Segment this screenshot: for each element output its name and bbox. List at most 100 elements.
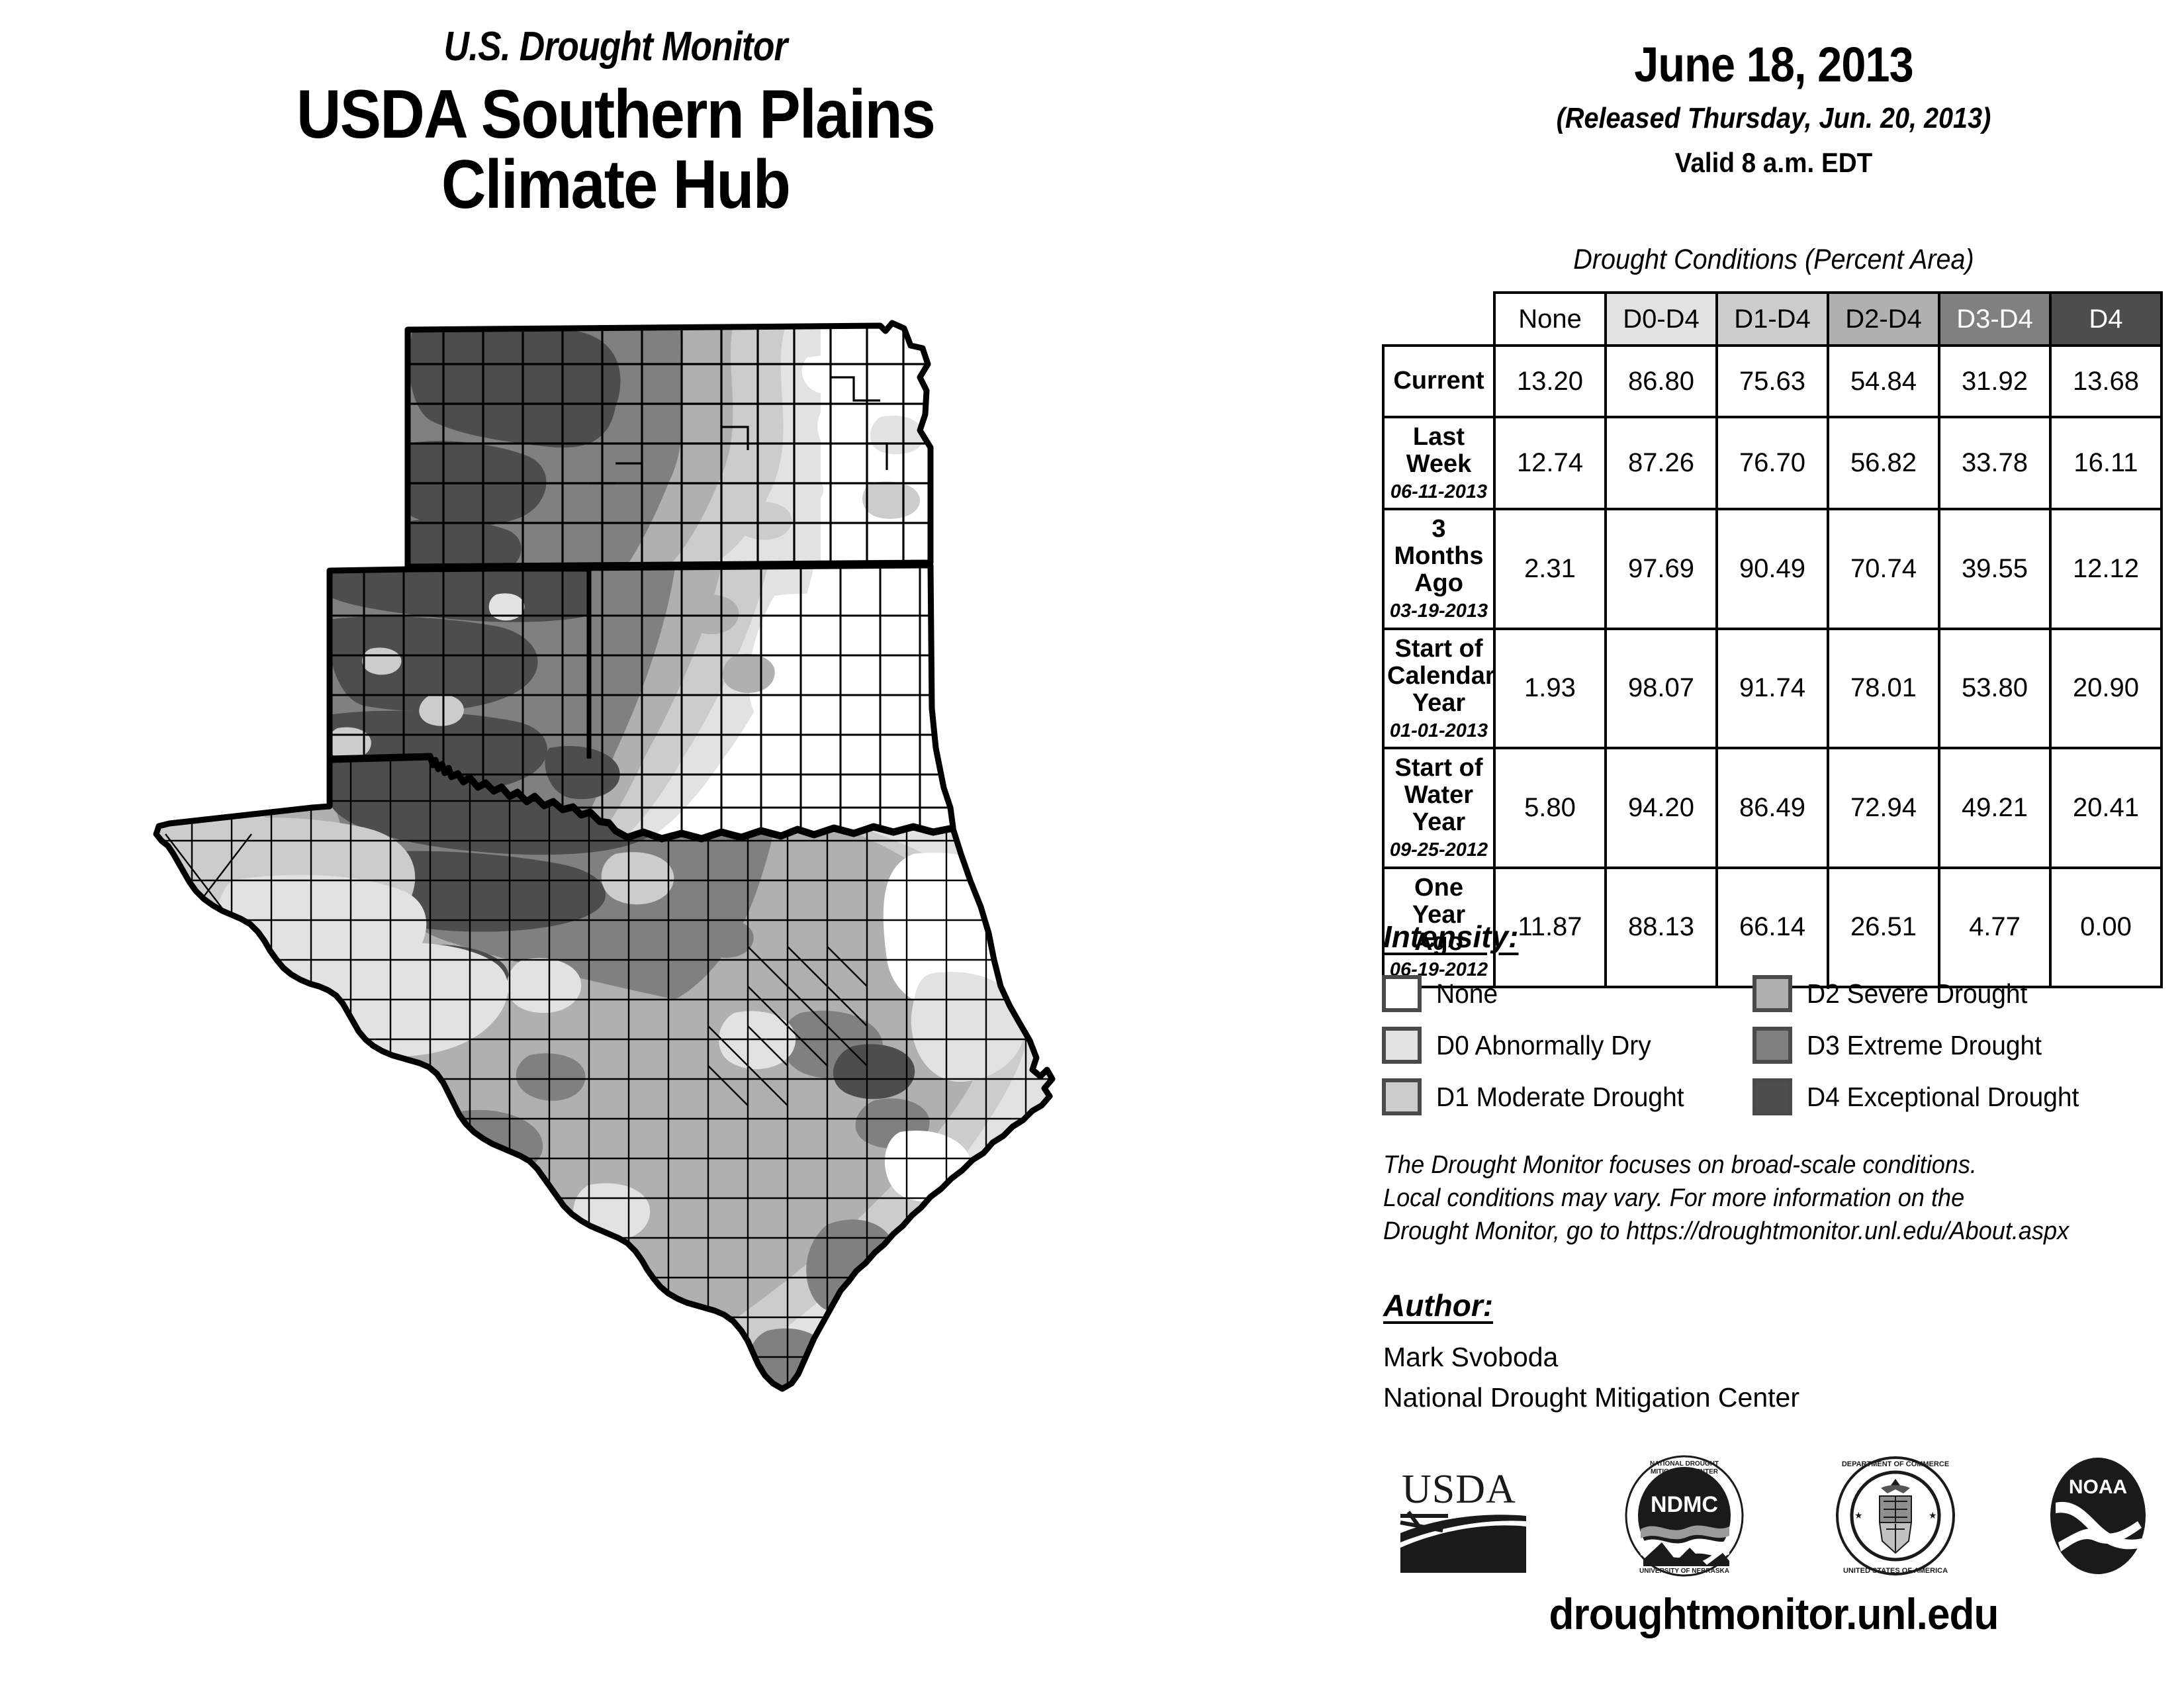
legend-item: None bbox=[1382, 968, 1752, 1019]
legend-item: D2 Severe Drought bbox=[1752, 968, 2169, 1019]
legend-swatch bbox=[1752, 1078, 1792, 1115]
row-label: Last Week 06-11-2013 bbox=[1382, 415, 1496, 511]
row-label-date: 03-19-2013 bbox=[1389, 600, 1488, 622]
svg-text:NOAA: NOAA bbox=[2069, 1476, 2127, 1498]
row-label: One Year Ago 06-19-2012 bbox=[1382, 866, 1496, 989]
table-cell-d4: 20.90 bbox=[2049, 627, 2163, 750]
table-cell-d0-d4: 87.26 bbox=[1604, 415, 1718, 511]
intensity-heading: Intensity: bbox=[1383, 919, 1519, 954]
table-cell-d2-d4: 26.51 bbox=[1827, 866, 1940, 989]
usda-logo: USDA bbox=[1396, 1455, 1535, 1577]
legend-label: None bbox=[1436, 978, 1498, 1009]
col-header-d2-d4: D2-D4 bbox=[1827, 291, 1940, 347]
col-header-d1-d4: D1-D4 bbox=[1715, 291, 1829, 347]
svg-text:UNITED STATES OF AMERICA: UNITED STATES OF AMERICA bbox=[1843, 1567, 1948, 1575]
table-row: Start of Water Year 09-25-2012 5.80 94.20 86.… bbox=[1382, 747, 2163, 869]
page-title-line1: USDA Southern Plains bbox=[296, 76, 936, 153]
noaa-logo: NOAA bbox=[2045, 1455, 2151, 1577]
table-cell-d4: 20.41 bbox=[2049, 747, 2163, 869]
table-cell-d0-d4: 86.80 bbox=[1604, 344, 1718, 418]
table-cell-d2-d4: 56.82 bbox=[1827, 415, 1940, 511]
left-panel: U.S. Drought Monitor USDA Southern Plain… bbox=[152, 24, 1291, 1476]
row-label: 3 Months Ago 03-19-2013 bbox=[1382, 508, 1496, 630]
table-cell-d1-d4: 86.49 bbox=[1715, 747, 1829, 869]
row-label-date: 06-11-2013 bbox=[1390, 481, 1488, 503]
kicker-text: U.S. Drought Monitor bbox=[443, 24, 788, 70]
row-label-date: 09-25-2012 bbox=[1389, 839, 1488, 861]
row-label: Current bbox=[1382, 344, 1496, 418]
valid-time: Valid 8 a.m. EDT bbox=[1674, 147, 1873, 178]
table-row: 3 Months Ago 03-19-2013 2.31 97.69 90.49 70.7… bbox=[1382, 508, 2163, 630]
row-label-line: Last Week bbox=[1406, 423, 1472, 479]
author-name: Mark Svoboda bbox=[1383, 1342, 1559, 1372]
legend-item: D1 Moderate Drought bbox=[1382, 1071, 1752, 1123]
row-label-line: Start of bbox=[1394, 754, 1483, 782]
legend-swatch bbox=[1382, 1078, 1422, 1115]
col-header-none: None bbox=[1493, 291, 1607, 347]
svg-text:USDA: USDA bbox=[1402, 1467, 1516, 1512]
table-cell-none: 5.80 bbox=[1493, 747, 1607, 869]
date-block: June 18, 2013 (Released Thursday, Jun. 2… bbox=[1363, 36, 2184, 179]
legend-label: D0 Abnormally Dry bbox=[1436, 1029, 1651, 1060]
svg-text:DEPARTMENT OF COMMERCE: DEPARTMENT OF COMMERCE bbox=[1841, 1460, 1948, 1468]
texas-outline bbox=[153, 754, 1056, 1392]
right-panel: June 18, 2013 (Released Thursday, Jun. 2… bbox=[1363, 0, 2184, 1688]
row-label-line: Water Year bbox=[1404, 781, 1474, 837]
table-cell-d1-d4: 66.14 bbox=[1715, 866, 1829, 989]
table-row: Current 13.20 86.80 75.63 54.84 31.92 13.68 bbox=[1382, 344, 2163, 418]
row-label-line: 3 Months Ago bbox=[1394, 515, 1484, 598]
table-cell-none: 12.74 bbox=[1493, 415, 1607, 511]
svg-text:UNIVERSITY OF NEBRASKA: UNIVERSITY OF NEBRASKA bbox=[1639, 1568, 1729, 1575]
table-cell-d2-d4: 72.94 bbox=[1827, 747, 1940, 869]
logo-row: USDA NDMC NATIONAL DROUGHT MITIGATION CE… bbox=[1396, 1450, 2151, 1582]
drought-conditions-table: None D0-D4 D1-D4 D2-D4 D3-D4 D4 Current 1… bbox=[1382, 291, 2163, 989]
legend-item: D3 Extreme Drought bbox=[1752, 1019, 2169, 1071]
page-title-line2: Climate Hub bbox=[441, 146, 791, 224]
table-cell-d1-d4: 75.63 bbox=[1715, 344, 1829, 418]
row-label-line: Calendar Year bbox=[1387, 661, 1495, 717]
col-header-d3-d4: D3-D4 bbox=[1938, 291, 2052, 347]
legend-swatch bbox=[1382, 1027, 1422, 1064]
disclaimer-line-1: The Drought Monitor focuses on broad-sca… bbox=[1383, 1151, 1977, 1179]
kansas-county-lines bbox=[408, 323, 931, 567]
disclaimer-text: The Drought Monitor focuses on broad-sca… bbox=[1383, 1149, 2125, 1248]
state-outlines bbox=[153, 320, 1056, 1392]
legend-swatch bbox=[1382, 975, 1422, 1012]
table-header-row: None D0-D4 D1-D4 D2-D4 D3-D4 D4 bbox=[1383, 291, 2163, 347]
table-cell-d0-d4: 88.13 bbox=[1604, 866, 1718, 989]
author-info: Mark Svoboda National Drought Mitigation… bbox=[1383, 1337, 1799, 1417]
table-cell-d2-d4: 54.84 bbox=[1827, 344, 1940, 418]
table-cell-d4: 0.00 bbox=[2049, 866, 2163, 989]
table-cell-d1-d4: 90.49 bbox=[1715, 508, 1829, 630]
table-cell-d3-d4: 53.80 bbox=[1938, 627, 2052, 750]
southern-plains-drought-map[interactable] bbox=[152, 285, 1291, 1476]
table-cell-d0-d4: 98.07 bbox=[1604, 627, 1718, 750]
table-row: Last Week 06-11-2013 12.74 87.26 76.70 56.82 3… bbox=[1382, 415, 2163, 511]
table-cell-d2-d4: 70.74 bbox=[1827, 508, 1940, 630]
legend-swatch bbox=[1752, 1027, 1792, 1064]
table-cell-none: 1.93 bbox=[1493, 627, 1607, 750]
table-cell-none: 2.31 bbox=[1493, 508, 1607, 630]
svg-text:★: ★ bbox=[1854, 1510, 1863, 1521]
svg-text:NDMC: NDMC bbox=[1651, 1492, 1718, 1517]
author-heading: Author: bbox=[1383, 1288, 1494, 1323]
legend-item: D0 Abnormally Dry bbox=[1382, 1019, 1752, 1071]
kansas-outline bbox=[404, 320, 934, 570]
table-corner-cell bbox=[1383, 293, 1494, 346]
legend-label: D1 Moderate Drought bbox=[1436, 1081, 1684, 1112]
row-label: Start of Water Year 09-25-2012 bbox=[1382, 747, 1496, 869]
map-date: June 18, 2013 bbox=[1634, 37, 1913, 92]
table-cell-d3-d4: 31.92 bbox=[1938, 344, 2052, 418]
intensity-legend: None D2 Severe Drought D0 Abnormally Dry D3… bbox=[1382, 968, 2169, 1123]
svg-text:NATIONAL DROUGHT: NATIONAL DROUGHT bbox=[1650, 1460, 1719, 1468]
author-affiliation: National Drought Mitigation Center bbox=[1383, 1382, 1799, 1413]
row-label-date: 01-01-2013 bbox=[1389, 720, 1488, 741]
doc-seal: DEPARTMENT OF COMMERCE UNITED STATES OF … bbox=[1835, 1455, 1957, 1577]
site-url[interactable]: droughtmonitor.unl.edu bbox=[1549, 1589, 1999, 1638]
col-header-d4: D4 bbox=[2049, 291, 2163, 347]
table-cell-none: 13.20 bbox=[1493, 344, 1607, 418]
disclaimer-line-3: Drought Monitor, go to https://droughtmo… bbox=[1383, 1217, 2070, 1246]
map-svg bbox=[152, 285, 1291, 1476]
table-caption: Drought Conditions (Percent Area) bbox=[1573, 244, 1974, 275]
row-label: Start of Calendar Year 01-01-2013 bbox=[1382, 627, 1496, 750]
